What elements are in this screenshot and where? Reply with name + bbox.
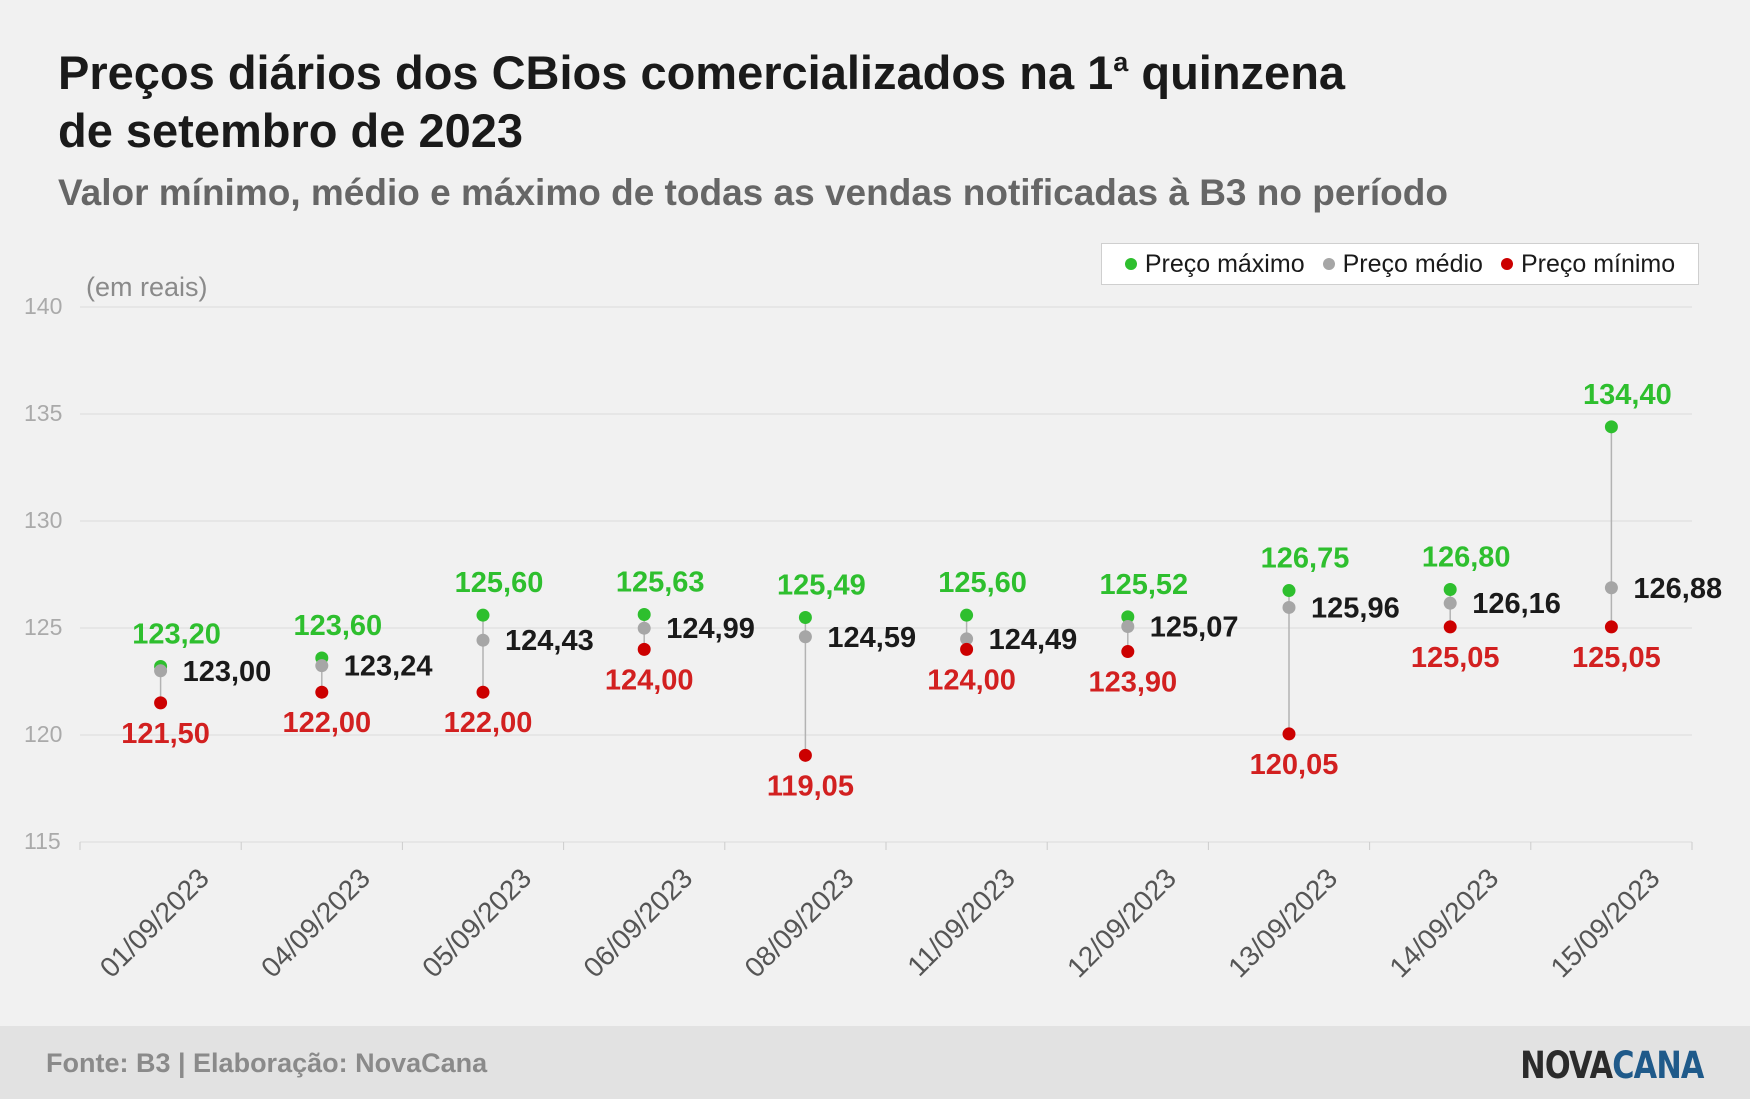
- max-point: [1282, 584, 1296, 598]
- legend-item-max[interactable]: Preço máximo: [1124, 249, 1305, 279]
- x-tick-label: 13/09/2023: [1222, 862, 1343, 983]
- x-tick-label: 12/09/2023: [1061, 862, 1182, 983]
- legend-label-mean: Preço médio: [1342, 249, 1483, 278]
- y-tick-label: 125: [24, 614, 62, 640]
- logo-part-cana: CANA: [1612, 1044, 1705, 1087]
- x-tick-label: 15/09/2023: [1545, 862, 1666, 983]
- mean-value-label: 124,43: [505, 625, 594, 657]
- max-value-label: 125,49: [777, 570, 866, 602]
- min-point: [1604, 620, 1618, 634]
- legend-label-max: Preço máximo: [1144, 249, 1305, 278]
- mean-value-label: 126,16: [1472, 588, 1561, 620]
- chart-plot: 115 120 125 130 135 140 (em reais) 01/09/2023 04…: [24, 272, 1722, 983]
- title-line-1: Preços diários dos CBios comercializados…: [58, 46, 1114, 99]
- min-point: [1443, 620, 1457, 634]
- min-value-label: 122,00: [282, 707, 371, 739]
- max-point: [1121, 610, 1135, 624]
- max-point: [1604, 420, 1618, 434]
- mean-point: [1282, 600, 1296, 614]
- min-value-label: 123,90: [1088, 667, 1177, 699]
- x-tick-label: 04/09/2023: [255, 862, 376, 983]
- x-tick-label: 06/09/2023: [577, 862, 698, 983]
- mean-value-label: 124,49: [989, 624, 1078, 656]
- title-line-1-end: quinzena: [1128, 46, 1346, 99]
- mean-value-label: 123,00: [183, 656, 272, 688]
- max-value-label: 125,60: [938, 567, 1027, 599]
- min-value-label: 124,00: [927, 664, 1016, 696]
- x-tick-label: 14/09/2023: [1383, 862, 1504, 983]
- mean-point: [315, 659, 329, 673]
- min-point: [154, 696, 168, 710]
- chart-title: Preços diários dos CBios comercializados…: [58, 44, 1458, 160]
- max-value-label: 123,20: [132, 619, 221, 651]
- max-value-label: 125,60: [455, 567, 544, 599]
- legend-dot-max: [1124, 258, 1137, 270]
- novacana-logo: NOVACANA: [1520, 1044, 1705, 1087]
- max-value-label: 125,63: [616, 567, 705, 599]
- mean-value-label: 123,24: [344, 651, 433, 683]
- legend-label-min: Preço mínimo: [1520, 249, 1676, 278]
- legend-item-mean[interactable]: Preço médio: [1322, 249, 1483, 279]
- min-value-label: 125,05: [1572, 642, 1661, 674]
- mean-value-label: 126,88: [1633, 573, 1722, 605]
- max-point: [1443, 582, 1457, 596]
- title-superscript: a: [1113, 47, 1129, 77]
- y-tick-label: 140: [24, 293, 62, 319]
- source-note: Fonte: B3 | Elaboração: NovaCana: [46, 1048, 488, 1078]
- y-tick-label: 130: [24, 507, 62, 533]
- x-tick-label: 01/09/2023: [94, 862, 215, 983]
- min-value-label: 125,05: [1411, 642, 1500, 674]
- y-tick-label: 135: [24, 400, 62, 426]
- min-value-label: 119,05: [767, 770, 854, 802]
- max-point: [637, 608, 651, 622]
- max-value-label: 123,60: [293, 610, 382, 642]
- max-point: [476, 608, 490, 622]
- mean-value-label: 124,99: [666, 613, 755, 645]
- max-value-label: 126,75: [1261, 543, 1350, 575]
- legend-dot-min: [1500, 258, 1513, 270]
- legend-dot-mean: [1322, 258, 1335, 270]
- min-point: [1121, 645, 1135, 659]
- mean-point: [1604, 581, 1618, 595]
- mean-point: [154, 664, 168, 678]
- min-value-label: 122,00: [444, 707, 533, 739]
- chart-subtitle: Valor mínimo, médio e máximo de todas as…: [58, 172, 1448, 213]
- y-tick-label: 120: [24, 721, 62, 747]
- legend-item-min[interactable]: Preço mínimo: [1500, 249, 1676, 279]
- x-tick-label: 11/09/2023: [901, 862, 1021, 982]
- mean-point: [1443, 596, 1457, 610]
- min-value-label: 121,50: [121, 718, 210, 750]
- mean-point: [960, 632, 974, 646]
- x-tick-label: 08/09/2023: [739, 862, 860, 983]
- logo-part-nova: NOVA: [1520, 1044, 1614, 1087]
- max-point: [960, 608, 974, 622]
- y-tick-label: 115: [24, 828, 61, 854]
- mean-point: [476, 633, 490, 647]
- mean-point: [637, 621, 651, 635]
- max-value-label: 134,40: [1583, 379, 1672, 411]
- mean-point: [798, 630, 812, 644]
- min-point: [637, 642, 651, 656]
- max-point: [798, 611, 812, 625]
- mean-value-label: 125,96: [1311, 592, 1400, 624]
- footer-bar: Fonte: B3 | Elaboração: NovaCana NOVACAN…: [0, 1026, 1750, 1099]
- y-axis-label: (em reais): [86, 272, 208, 302]
- x-tick-label: 05/09/2023: [416, 862, 537, 983]
- mean-value-label: 124,59: [827, 622, 916, 654]
- min-point: [1282, 727, 1296, 741]
- min-value-label: 120,05: [1250, 749, 1339, 781]
- min-value-label: 124,00: [605, 664, 694, 696]
- chart-legend: Preço máximo Preço médio Preço mínimo: [1101, 243, 1699, 285]
- min-point: [315, 685, 329, 699]
- min-point: [476, 685, 490, 699]
- title-line-2: de setembro de 2023: [58, 104, 523, 157]
- mean-value-label: 125,07: [1150, 612, 1239, 644]
- mean-point: [1121, 620, 1135, 634]
- max-value-label: 125,52: [1099, 569, 1188, 601]
- min-point: [960, 642, 974, 656]
- max-value-label: 126,80: [1422, 541, 1511, 573]
- min-point: [798, 748, 812, 762]
